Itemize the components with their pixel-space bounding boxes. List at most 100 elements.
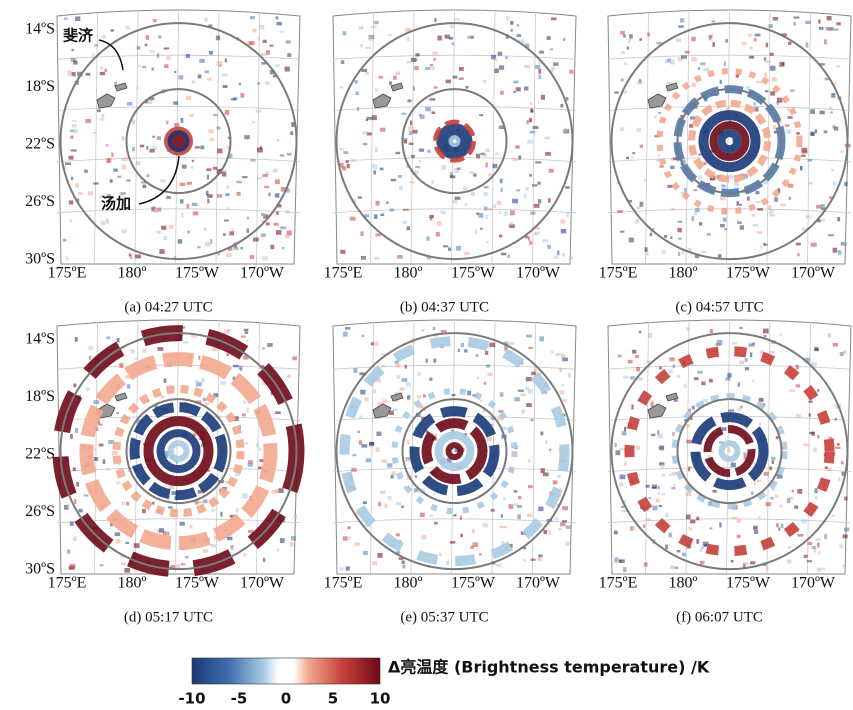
speckle (392, 471, 396, 475)
speckle (230, 545, 233, 548)
speckle (800, 166, 802, 170)
speckle (505, 56, 508, 59)
speckle (643, 524, 645, 528)
speckle (371, 342, 374, 345)
speckle (84, 494, 89, 496)
speckle (393, 76, 397, 80)
speckle (71, 177, 73, 180)
speckle (677, 228, 681, 233)
speckle (620, 31, 625, 35)
speckle (621, 51, 626, 53)
speckle (476, 154, 480, 159)
speckle (270, 45, 274, 47)
speckle (70, 522, 74, 526)
speckle (74, 499, 77, 504)
speckle (291, 536, 296, 540)
speckle (770, 53, 774, 56)
speckle (636, 446, 640, 450)
speckle (808, 182, 813, 184)
speckle (257, 82, 260, 84)
speckle (70, 434, 73, 439)
speckle (84, 169, 88, 172)
speckle (558, 528, 562, 530)
speckle (345, 327, 350, 329)
y-label: 14ºS (25, 21, 55, 38)
speckle (672, 472, 677, 475)
speckle (516, 189, 520, 191)
speckle (824, 130, 828, 133)
speckle (68, 156, 73, 160)
speckle (98, 424, 103, 426)
speckle (833, 248, 838, 253)
speckle (535, 161, 541, 163)
speckle (262, 256, 268, 260)
colorbar-tick: 5 (328, 690, 338, 708)
speckle (261, 53, 267, 56)
speckle (619, 483, 623, 487)
speckle (712, 451, 714, 453)
speckle (698, 67, 700, 69)
speckle (79, 509, 83, 513)
speckle (788, 42, 791, 45)
speckle (266, 222, 270, 225)
speckle (487, 437, 492, 441)
speckle (484, 382, 486, 385)
speckle (164, 379, 167, 383)
speckle (381, 365, 386, 367)
speckle (557, 251, 559, 256)
speckle (243, 553, 247, 556)
speckle (498, 410, 503, 413)
speckle (342, 166, 346, 170)
speckle (509, 342, 514, 344)
speckle (233, 365, 239, 368)
speckle (152, 136, 154, 138)
speckle (725, 377, 730, 380)
speckle (240, 247, 242, 250)
speckle (446, 561, 449, 565)
speckle (528, 459, 530, 463)
speckle (127, 102, 132, 106)
speckle (811, 432, 815, 436)
speckle (521, 409, 525, 413)
speckle (769, 209, 774, 214)
speckle (671, 566, 675, 570)
speckle (70, 136, 73, 139)
speckle (434, 359, 437, 363)
speckle (470, 546, 473, 549)
speckle (789, 497, 793, 500)
speckle (737, 204, 742, 206)
x-label: 170ºW (516, 575, 561, 592)
anomaly-ring (174, 136, 184, 146)
speckle (474, 173, 477, 176)
speckle (566, 97, 569, 100)
speckle (207, 199, 209, 203)
speckle (239, 83, 241, 86)
colorbar-tick: -10 (178, 690, 205, 708)
speckle (226, 253, 231, 257)
speckle (817, 568, 821, 572)
speckle (249, 41, 255, 45)
speckle (757, 231, 762, 234)
speckle (431, 111, 435, 114)
speckle (397, 255, 403, 258)
speckle (159, 528, 164, 533)
speckle (538, 69, 541, 74)
speckle (658, 112, 661, 114)
speckle (698, 175, 702, 179)
speckle (464, 349, 467, 352)
x-label: 180º (669, 265, 698, 282)
speckle (532, 184, 537, 186)
speckle (136, 161, 140, 165)
speckle (640, 145, 643, 148)
speckle (560, 390, 565, 394)
speckle (381, 460, 387, 463)
speckle (757, 479, 761, 482)
speckle (746, 86, 751, 90)
speckle (246, 340, 248, 342)
speckle (122, 501, 125, 505)
speckle (688, 527, 692, 530)
speckle (403, 565, 406, 569)
speckle (631, 157, 633, 159)
speckle (677, 375, 681, 378)
speckle (628, 38, 631, 42)
